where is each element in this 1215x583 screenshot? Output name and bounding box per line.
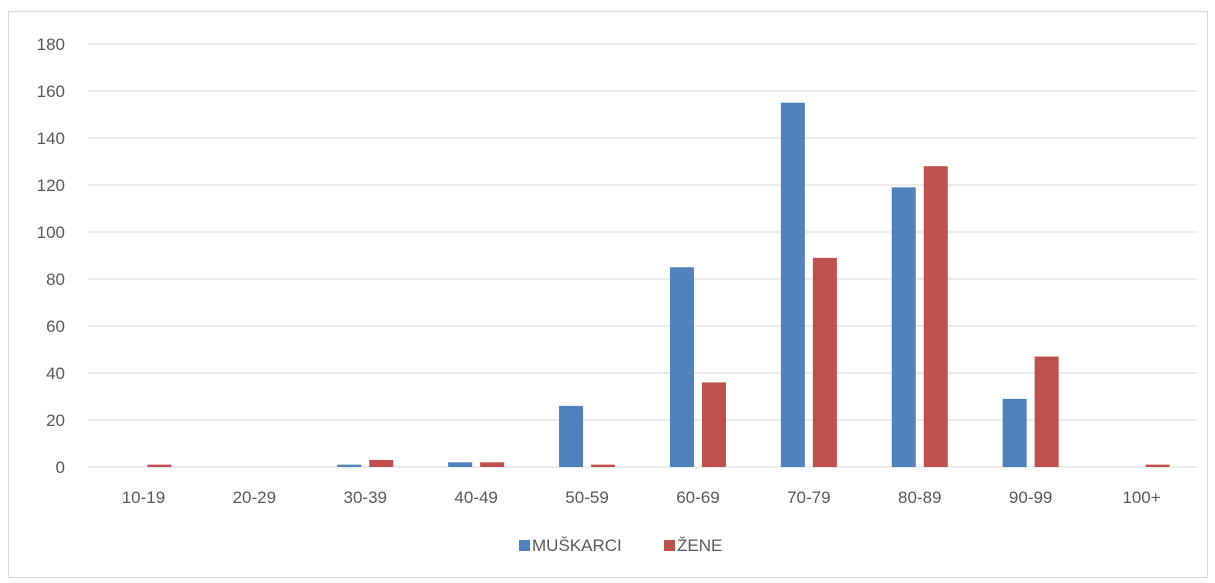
bar-series1-60-69 (669, 267, 694, 467)
bar-series1-70-79 (780, 102, 805, 467)
y-tick-label: 60 (46, 317, 65, 336)
bar-series2-50-59 (591, 464, 616, 467)
gridlines (88, 43, 1197, 468)
x-tick-label: 10-19 (122, 488, 165, 507)
bar-series2-80-89 (923, 166, 948, 467)
y-tick-label: 20 (46, 411, 65, 430)
bars (147, 102, 1170, 467)
bar-series1-90-99 (1002, 398, 1027, 467)
y-tick-label: 40 (46, 364, 65, 383)
bar-series2-60-69 (701, 382, 726, 467)
bar-series2-40-49 (480, 462, 505, 467)
x-tick-label: 70-79 (787, 488, 830, 507)
legend-label: ŽENE (677, 536, 722, 555)
chart-frame (8, 11, 1208, 578)
bar-series1-30-39 (337, 464, 362, 467)
y-tick-label: 100 (37, 223, 65, 242)
bar-series2-90-99 (1034, 356, 1059, 467)
bar-series1-80-89 (891, 187, 916, 467)
y-axis-ticks: 0 20 40 60 80 100 120 140 160 180 (37, 35, 65, 477)
bar-series2-70-79 (812, 257, 837, 467)
bar-series1-50-59 (559, 405, 584, 467)
bar-series2-30-39 (369, 459, 394, 467)
legend-label: MUŠKARCI (532, 536, 622, 555)
x-tick-label: 80-89 (898, 488, 941, 507)
y-tick-label: 120 (37, 176, 65, 195)
bar-series2-10-19 (147, 464, 172, 467)
x-axis-ticks: 10-19 20-29 30-39 40-49 50-59 60-69 70-79 80-89… (122, 488, 1161, 507)
x-tick-label: 30-39 (344, 488, 387, 507)
bar-series2-100+ (1145, 464, 1170, 467)
y-tick-label: 140 (37, 129, 65, 148)
x-tick-label: 50-59 (565, 488, 608, 507)
x-tick-label: 20-29 (233, 488, 276, 507)
legend: MUŠKARCI ŽENE (519, 536, 722, 555)
bar-series1-40-49 (448, 462, 473, 467)
x-tick-label: 100+ (1122, 488, 1160, 507)
y-tick-label: 80 (46, 270, 65, 289)
x-tick-label: 40-49 (454, 488, 497, 507)
y-tick-label: 160 (37, 82, 65, 101)
legend-swatch (519, 540, 530, 551)
x-tick-label: 60-69 (676, 488, 719, 507)
y-tick-label: 180 (37, 35, 65, 54)
legend-swatch (664, 540, 675, 551)
x-tick-label: 90-99 (1009, 488, 1052, 507)
y-tick-label: 0 (56, 458, 65, 477)
